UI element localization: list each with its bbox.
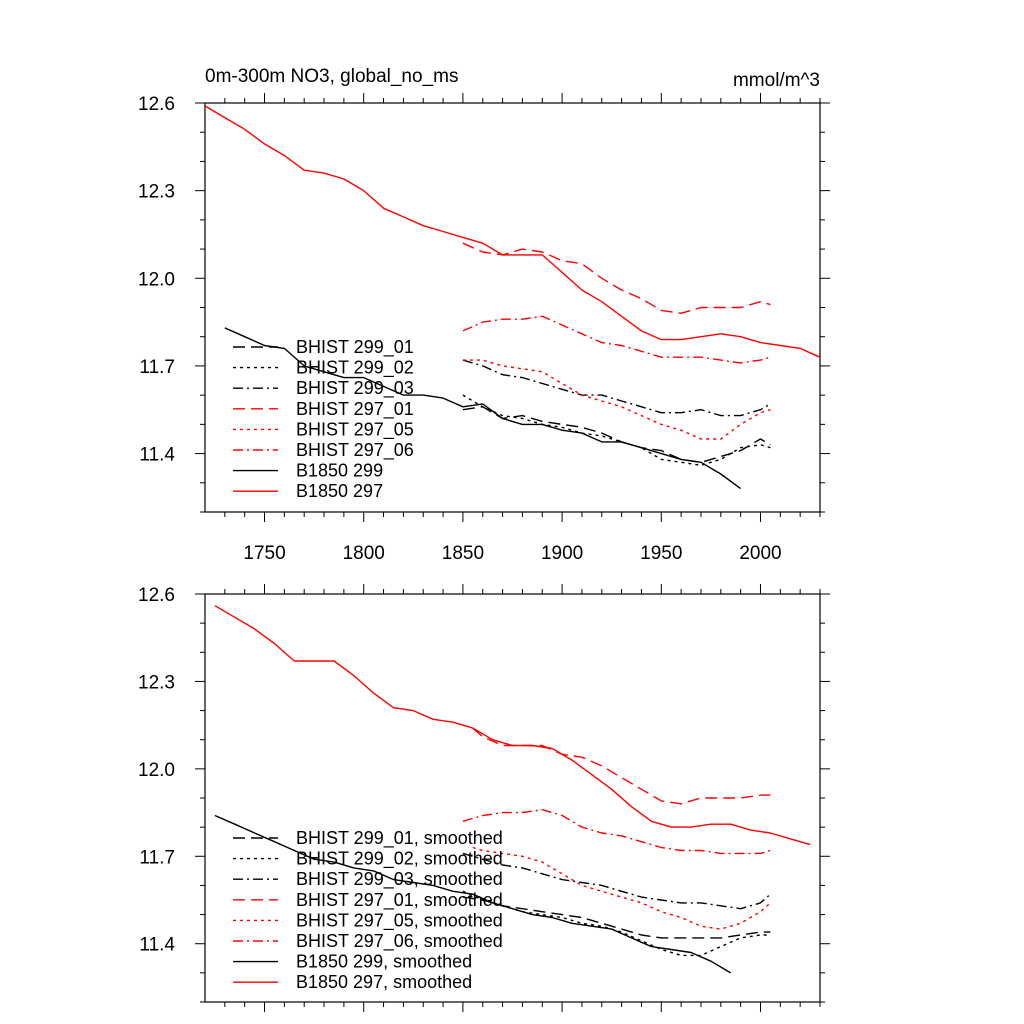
series-b1850-299-smoothed [214, 814, 732, 974]
legend-label: BHIST 297_05 [296, 419, 414, 440]
legend-label: B1850 297, smoothed [296, 972, 472, 992]
series-bhist-299-02-smoothed [462, 890, 771, 957]
x-tick-label: 1800 [343, 543, 385, 564]
legend-label: BHIST 297_06, smoothed [296, 931, 503, 952]
series-b1850-299 [224, 327, 742, 490]
x-tick-label: 2000 [739, 543, 781, 564]
legend-label: BHIST 299_01 [296, 337, 414, 358]
legend-label: BHIST 297_01 [296, 399, 414, 420]
series-bhist-299-02 [462, 394, 771, 466]
y-tick-label: 11.7 [139, 357, 175, 378]
legend-label: BHIST 299_01, smoothed [296, 828, 503, 849]
legend-label: BHIST 297_05, smoothed [296, 910, 503, 931]
legend-label: BHIST 297_01, smoothed [296, 890, 503, 911]
x-tick-label: 1900 [541, 543, 583, 564]
y-tick-label: 12.0 [138, 269, 175, 290]
y-tick-label: 12.6 [138, 94, 175, 115]
chart-title: 0m-300m NO3, global_no_ms [205, 66, 458, 87]
legend-label: BHIST 299_02 [296, 358, 414, 379]
y-tick-label: 12.0 [138, 760, 175, 781]
y-tick-label: 11.4 [139, 935, 175, 956]
y-tick-label: 11.7 [139, 847, 175, 868]
series-b1850-297-smoothed [214, 605, 811, 846]
legend-label: B1850 299 [296, 461, 383, 481]
series-bhist-299-01-smoothed [462, 896, 771, 939]
legend-label: BHIST 299_03, smoothed [296, 869, 503, 890]
legend-label: BHIST 299_03 [296, 378, 414, 399]
series-bhist-297-01-smoothed [472, 727, 771, 805]
legend-label: B1850 297 [296, 481, 383, 501]
y-tick-label: 12.6 [138, 585, 175, 606]
y-tick-label: 12.3 [138, 182, 175, 203]
legend-label: BHIST 299_02, smoothed [296, 849, 503, 870]
x-tick-label: 1950 [640, 543, 682, 564]
series-bhist-299-03 [462, 359, 771, 417]
x-tick-label: 1850 [442, 543, 484, 564]
series-bhist-297-05-smoothed [472, 846, 771, 930]
y-tick-label: 11.4 [139, 445, 175, 466]
series-bhist-297-06 [462, 315, 771, 364]
series-bhist-297-01 [462, 242, 771, 314]
legend-label: B1850 299, smoothed [296, 952, 472, 972]
y-tick-label: 12.3 [138, 672, 175, 693]
x-tick-label: 1750 [243, 543, 285, 564]
series-bhist-297-05 [462, 359, 771, 440]
top-panel: 0m-300m NO3, global_no_ms mmol/m^3 1750 1… [138, 66, 830, 564]
units-label: mmol/m^3 [733, 70, 820, 91]
legend-label: BHIST 297_06 [296, 440, 414, 461]
series-bhist-299-03-smoothed [462, 852, 771, 910]
series-b1850-297 [205, 105, 820, 358]
series-bhist-299-01 [462, 406, 771, 463]
series-bhist-297-06-smoothed [462, 809, 771, 855]
bottom-panel: 11.4 11.7 12.0 12.3 12.6 BHIST 299_01, smooth… [138, 584, 830, 1012]
